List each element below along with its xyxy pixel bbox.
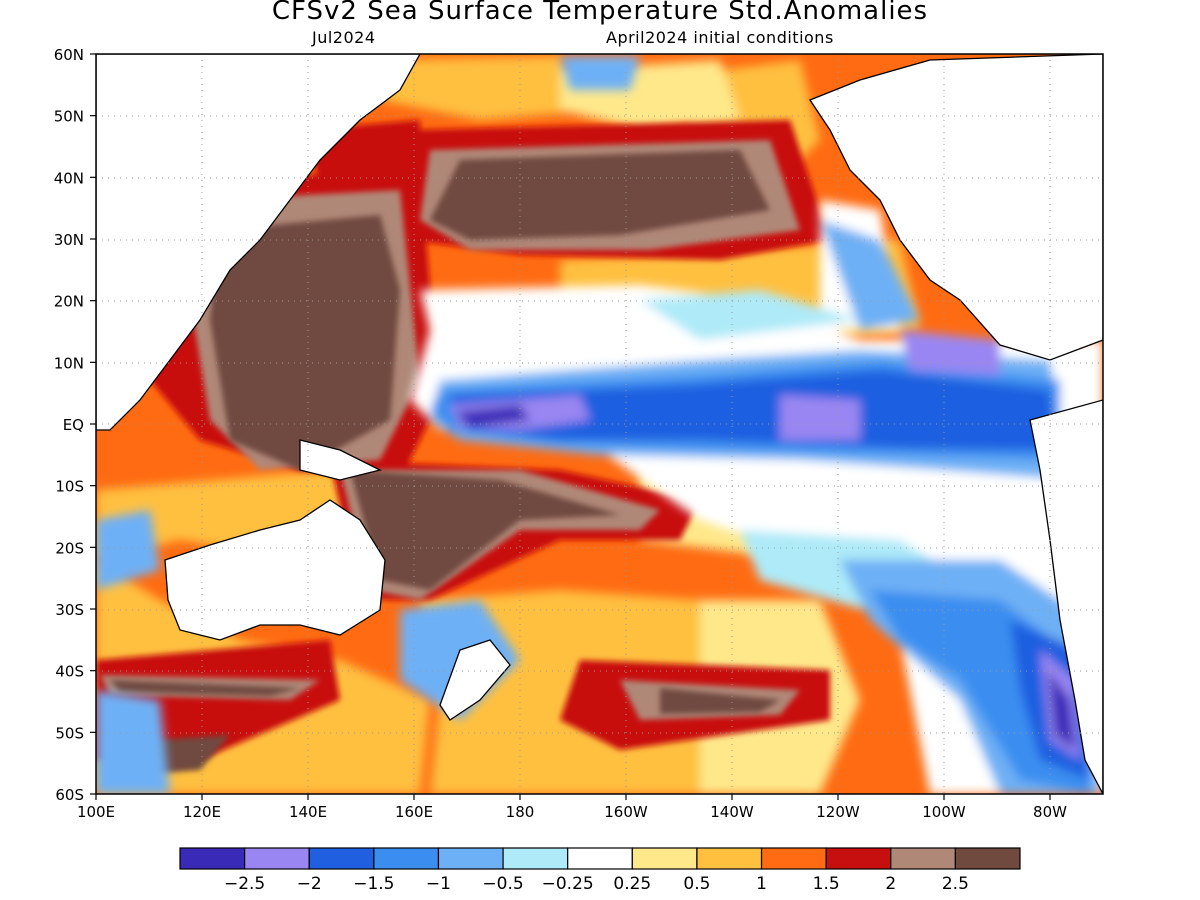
new-guinea: [299, 439, 382, 481]
lon-tick-label: 160E: [395, 803, 433, 821]
colorbar-label: 2.5: [942, 874, 969, 894]
land-masses: [96, 54, 1103, 794]
colorbar-label: −0.5: [482, 874, 523, 894]
colorbar-swatch: [890, 847, 956, 870]
colorbar-label: 0.5: [683, 874, 710, 894]
lon-tick-label: 80W: [1033, 803, 1067, 821]
lat-tick-label: 10N: [54, 354, 84, 372]
field-extreme-warm: [110, 150, 780, 775]
south-america: [1029, 399, 1103, 794]
lon-tick-label: 120E: [183, 803, 221, 821]
colorbar-swatch: [567, 847, 633, 870]
colorbar-label: 0.25: [613, 874, 651, 894]
lat-tick-label: 10S: [55, 478, 84, 496]
colorbar-label: −2.5: [224, 874, 265, 894]
lon-tick-label: 120W: [816, 803, 860, 821]
colorbar-swatch: [825, 847, 892, 870]
lat-tick-label: 20S: [55, 539, 84, 557]
chart-title: CFSv2 Sea Surface Temperature Std.Anomal…: [271, 0, 929, 26]
lat-tick-label: 30S: [55, 601, 84, 619]
lat-tick-label: 20N: [54, 293, 84, 311]
field-cool: [96, 55, 1103, 794]
lon-tick-label: 140E: [289, 803, 327, 821]
lat-tick-label: 40N: [54, 169, 84, 187]
lon-tick-label: 180: [506, 803, 535, 821]
lat-tick-label: 30N: [54, 231, 84, 249]
colorbar-swatch: [437, 847, 504, 870]
colorbar-swatch: [244, 847, 310, 870]
colorbar-swatch: [502, 847, 569, 870]
colorbar-swatch: [308, 847, 375, 870]
lat-tick-label: EQ: [63, 416, 84, 434]
lat-tick-label: 50N: [54, 108, 84, 126]
australia: [164, 499, 386, 641]
colorbar-swatch: [954, 847, 1021, 870]
anomaly-field: [96, 54, 1103, 794]
colorbar-swatch: [179, 847, 246, 870]
colorbar-swatch: [696, 847, 763, 870]
lon-tick-label: 100W: [922, 803, 966, 821]
colorbar: −2.5 −2 −1.5 −1 −0.5 −0.25 0.25 0.5 1 1.5 2 2.5: [179, 847, 1021, 894]
colorbar-swatch: [760, 847, 827, 870]
lat-tick-label: 40S: [55, 663, 84, 681]
colorbar-label: 1.5: [813, 874, 840, 894]
lon-tick-label: 140W: [710, 803, 754, 821]
lat-tick-label: 60S: [55, 786, 84, 804]
colorbar-label: 2: [885, 874, 896, 894]
lon-tick-label: 100E: [77, 803, 115, 821]
north-america: [809, 54, 1103, 361]
colorbar-swatch: [631, 847, 698, 870]
asia: [96, 54, 421, 431]
colorbar-label: −1: [426, 874, 451, 894]
lon-tick-label: 160W: [604, 803, 648, 821]
initial-conditions-label: April2024 initial conditions: [606, 28, 834, 47]
colorbar-label: 1: [756, 874, 767, 894]
colorbar-label: −1.5: [353, 874, 394, 894]
colorbar-label: −2: [297, 874, 322, 894]
lat-tick-label: 50S: [55, 724, 84, 742]
longitude-axis: 100E 120E 140E 160E 180 160W 140W 120W 100W 80W: [77, 794, 1067, 821]
lat-tick-label: 60N: [54, 46, 84, 64]
valid-month-label: Jul2024: [312, 28, 376, 47]
colorbar-label: −0.25: [542, 874, 594, 894]
new-zealand: [439, 639, 511, 721]
latitude-axis: 60N 50N 40N 30N 20N 10N EQ 10S 20S 30S 40S 50S 60S: [54, 46, 96, 804]
colorbar-swatch: [373, 847, 440, 870]
